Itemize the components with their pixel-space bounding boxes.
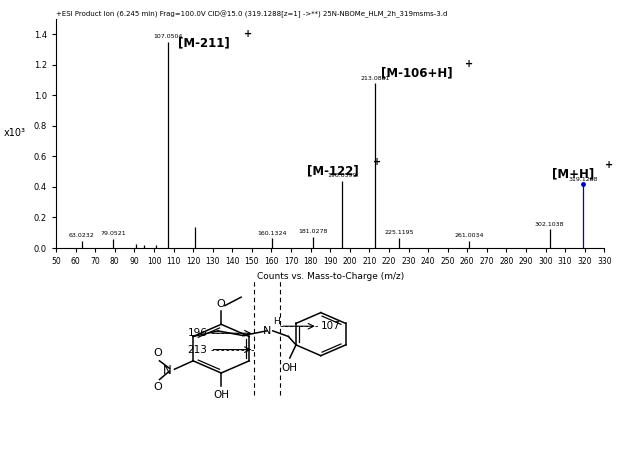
Text: 79.0521: 79.0521 <box>100 231 126 236</box>
Text: OH: OH <box>282 363 298 373</box>
Text: 213.0881: 213.0881 <box>361 76 390 80</box>
Text: 196: 196 <box>188 328 207 338</box>
Text: O: O <box>154 348 163 358</box>
Text: +ESI Product Ion (6.245 min) Frag=100.0V CID@15.0 (319.1288[z=1] ->**) 25N-NBOMe: +ESI Product Ion (6.245 min) Frag=100.0V… <box>56 10 447 18</box>
Y-axis label: x10³: x10³ <box>3 128 26 139</box>
Text: 160.1324: 160.1324 <box>257 231 287 236</box>
Text: 261.0034: 261.0034 <box>454 234 484 238</box>
X-axis label: Counts vs. Mass-to-Charge (m/z): Counts vs. Mass-to-Charge (m/z) <box>257 271 404 281</box>
Text: 196.0599: 196.0599 <box>327 174 357 178</box>
Text: [M-211]: [M-211] <box>178 37 229 49</box>
Text: 107: 107 <box>321 321 341 331</box>
Text: O: O <box>217 300 226 309</box>
Text: O: O <box>154 382 163 392</box>
Text: 63.0232: 63.0232 <box>69 234 95 238</box>
Text: 302.1038: 302.1038 <box>535 222 564 227</box>
Text: OH: OH <box>213 390 229 400</box>
Text: N: N <box>262 326 271 336</box>
Text: +: + <box>465 59 473 69</box>
Text: [M-106+H]: [M-106+H] <box>381 67 453 80</box>
Text: 319.1288: 319.1288 <box>568 176 598 182</box>
Text: N: N <box>163 364 172 377</box>
Text: [M-122]: [M-122] <box>307 165 359 178</box>
Text: +: + <box>373 157 381 167</box>
Text: 213: 213 <box>188 344 207 355</box>
Text: +: + <box>244 29 252 38</box>
Text: [M+H]: [M+H] <box>552 168 594 181</box>
Text: 107.0504: 107.0504 <box>153 34 183 39</box>
Text: 181.0278: 181.0278 <box>298 229 327 234</box>
Text: +: + <box>604 160 612 170</box>
Text: H: H <box>273 317 280 326</box>
Text: 225.1195: 225.1195 <box>384 230 414 235</box>
